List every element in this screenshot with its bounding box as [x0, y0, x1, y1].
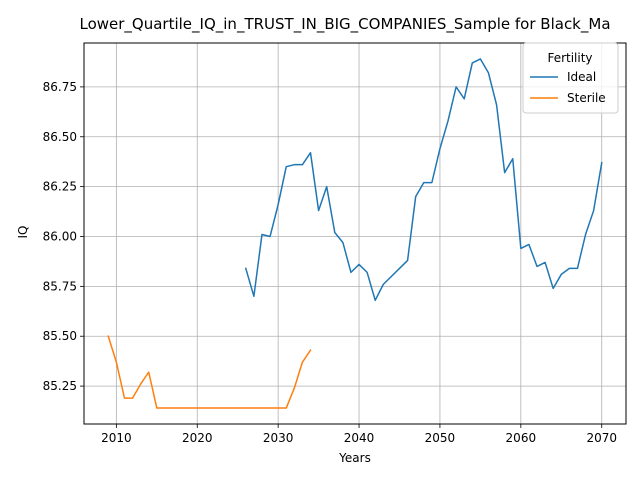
grid — [84, 43, 626, 424]
x-tick-label: 2060 — [506, 431, 537, 445]
x-tick-label: 2020 — [182, 431, 213, 445]
x-tick-label: 2050 — [425, 431, 456, 445]
legend-box — [522, 42, 619, 114]
legend-label-sterile: Sterile — [567, 91, 606, 105]
x-tick-label: 2030 — [263, 431, 294, 445]
x-tick-label: 2010 — [101, 431, 132, 445]
legend-label-ideal: Ideal — [567, 70, 596, 84]
chart-title: Lower_Quartile_IQ_in_TRUST_IN_BIG_COMPAN… — [79, 15, 610, 34]
y-tick-label: 85.25 — [43, 379, 77, 393]
y-axis: 85.25 85.50 85.75 86.00 86.25 86.50 86.75 — [43, 80, 84, 393]
y-axis-label: IQ — [16, 226, 30, 239]
legend-title: Fertility — [547, 51, 592, 65]
x-tick-label: 2040 — [344, 431, 375, 445]
series-layer — [107, 58, 603, 409]
y-tick-label: 85.50 — [43, 329, 77, 343]
y-tick-label: 85.75 — [43, 279, 77, 293]
y-tick-label: 86.25 — [43, 180, 77, 194]
series-line-ideal — [244, 58, 603, 302]
plot-frame — [83, 42, 627, 425]
x-axis: 2010 2020 2030 2040 2050 2060 2070 — [101, 424, 617, 445]
series-line-sterile — [107, 335, 312, 409]
x-axis-label: Years — [338, 451, 371, 465]
y-tick-label: 86.75 — [43, 80, 77, 94]
x-tick-label: 2070 — [586, 431, 617, 445]
y-tick-label: 86.50 — [43, 130, 77, 144]
y-tick-label: 86.00 — [43, 229, 77, 243]
legend: Fertility Ideal Sterile — [522, 42, 619, 114]
